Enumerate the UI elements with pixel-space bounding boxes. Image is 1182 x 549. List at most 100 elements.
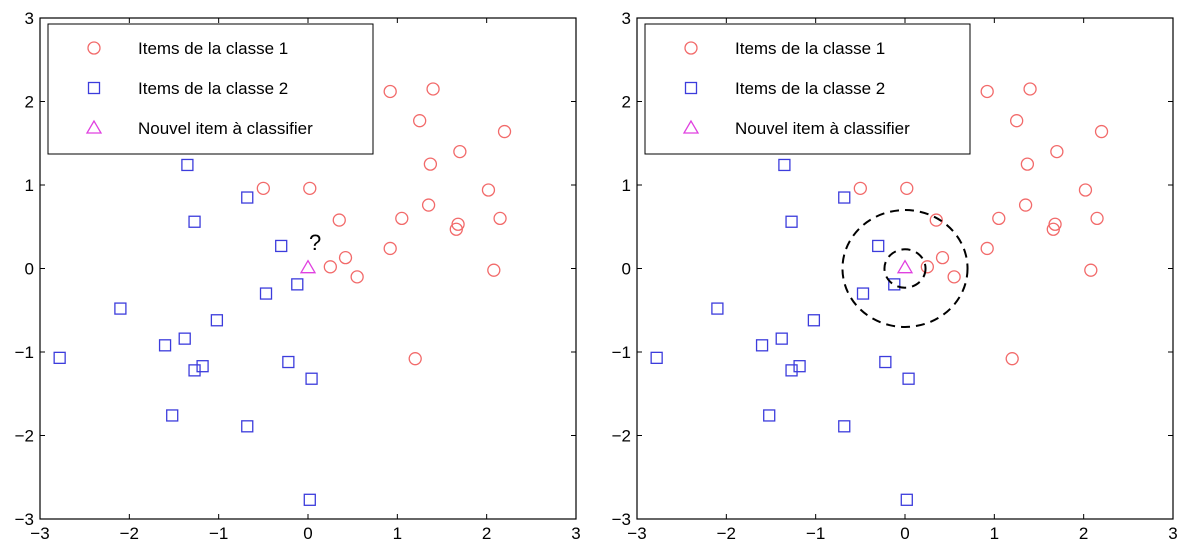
legend-label: Items de la classe 1 <box>138 39 288 58</box>
class2-point <box>785 364 798 377</box>
legend-marker <box>682 119 700 134</box>
x-tick-label: 1 <box>990 524 999 543</box>
class2-point <box>282 355 295 369</box>
class2-point <box>650 351 663 364</box>
y-tick-label: 3 <box>25 9 34 28</box>
class2-point <box>303 493 316 506</box>
axis-ticks <box>636 17 1174 520</box>
legend-marker <box>87 81 101 95</box>
legend-entries: Items de la classe 1 Items de la classe 2… <box>682 39 910 138</box>
legend-marker <box>684 41 698 55</box>
class1-point <box>453 144 467 159</box>
class2-point <box>775 332 788 345</box>
x-tick-label: 3 <box>1168 524 1177 543</box>
class1-point <box>423 157 438 171</box>
y-tick-label: 1 <box>25 176 34 195</box>
class2-point <box>711 302 724 315</box>
class1-point <box>449 222 463 236</box>
axis-tick-labels: −3 −2 −1 0 1 2 3 −3 −2 −1 0 1 2 3 <box>612 9 1178 543</box>
y-tick-label: 2 <box>622 93 631 112</box>
y-tick-label: 0 <box>622 260 631 279</box>
new-item-point <box>299 259 317 274</box>
class1-point <box>1090 211 1104 226</box>
y-tick-label: −2 <box>612 427 631 446</box>
class1-point <box>426 82 440 96</box>
class2-point <box>879 355 892 369</box>
class1-point <box>421 198 436 212</box>
class2-point <box>838 191 851 204</box>
class2-point <box>158 339 172 352</box>
class1-point <box>980 84 994 99</box>
legend-marker <box>85 119 103 134</box>
class2-point <box>188 364 201 377</box>
class1-point <box>1020 157 1035 171</box>
class1-point <box>487 263 501 277</box>
class2-point <box>872 239 885 253</box>
neighborhood-circle <box>841 209 969 328</box>
left-scatter-plot: −3 −2 −1 0 1 2 3 −3 −2 −1 0 1 2 3 ? Items de la class… <box>15 9 581 543</box>
axis-tick-labels: −3 −2 −1 0 1 2 3 −3 −2 −1 0 1 2 3 <box>15 9 581 543</box>
neighborhood-circle <box>883 248 927 289</box>
x-tick-label: 1 <box>393 524 402 543</box>
legend-label: Items de la classe 2 <box>138 79 288 98</box>
class1-point <box>1005 352 1019 366</box>
axis-ticks <box>39 17 577 520</box>
y-tick-label: −2 <box>15 427 34 446</box>
legend-marker <box>684 81 698 95</box>
x-tick-label: −2 <box>717 524 736 543</box>
class1-point <box>493 211 507 226</box>
class2-point <box>275 239 288 253</box>
class1-point <box>900 181 914 195</box>
class2-point <box>763 409 776 422</box>
annotations: ? <box>309 230 321 255</box>
class2-point <box>305 372 318 385</box>
legend-marker <box>87 41 101 55</box>
class1-point <box>1094 124 1109 139</box>
class2-point <box>196 360 209 373</box>
y-tick-label: 3 <box>622 9 631 28</box>
x-tick-label: 3 <box>571 524 580 543</box>
class2-point <box>838 420 851 433</box>
neighborhood-circles <box>841 209 969 328</box>
class1-point <box>395 211 409 226</box>
class1-point <box>1023 82 1037 96</box>
class1-point <box>383 84 397 99</box>
class1-point <box>1018 198 1033 212</box>
new-item-point <box>896 259 914 274</box>
class2-point <box>291 278 304 291</box>
y-tick-label: 2 <box>25 93 34 112</box>
legend-label: Items de la classe 1 <box>735 39 885 58</box>
class2-point <box>888 278 901 291</box>
class2-point <box>188 215 201 228</box>
class1-point <box>350 270 364 284</box>
class2-point <box>210 314 224 327</box>
data-points <box>53 82 512 506</box>
class1-point <box>992 211 1006 226</box>
class1-point <box>929 213 943 227</box>
class2-point <box>259 287 273 300</box>
class2-point <box>785 215 798 228</box>
class2-point <box>755 339 769 352</box>
class1-point <box>303 181 317 195</box>
x-tick-label: 2 <box>1079 524 1088 543</box>
y-tick-label: 1 <box>622 176 631 195</box>
y-tick-label: −1 <box>612 343 631 362</box>
class2-point <box>856 287 870 300</box>
question-mark-annotation: ? <box>309 230 321 255</box>
data-points <box>650 82 1109 506</box>
class1-point <box>853 181 867 195</box>
class2-point <box>900 493 913 506</box>
class2-point <box>166 409 179 422</box>
class2-point <box>241 420 254 433</box>
legend-box <box>644 23 971 155</box>
y-tick-label: −3 <box>612 510 631 529</box>
legend-label: Nouvel item à classifier <box>138 119 313 138</box>
class2-point <box>114 302 127 315</box>
class1-point <box>338 250 353 265</box>
legend: Items de la classe 1 Items de la classe 2… <box>644 23 971 155</box>
class1-point <box>256 181 270 195</box>
class1-point <box>332 213 346 227</box>
legend: Items de la classe 1 Items de la classe 2… <box>47 23 374 155</box>
class1-point <box>935 250 950 265</box>
